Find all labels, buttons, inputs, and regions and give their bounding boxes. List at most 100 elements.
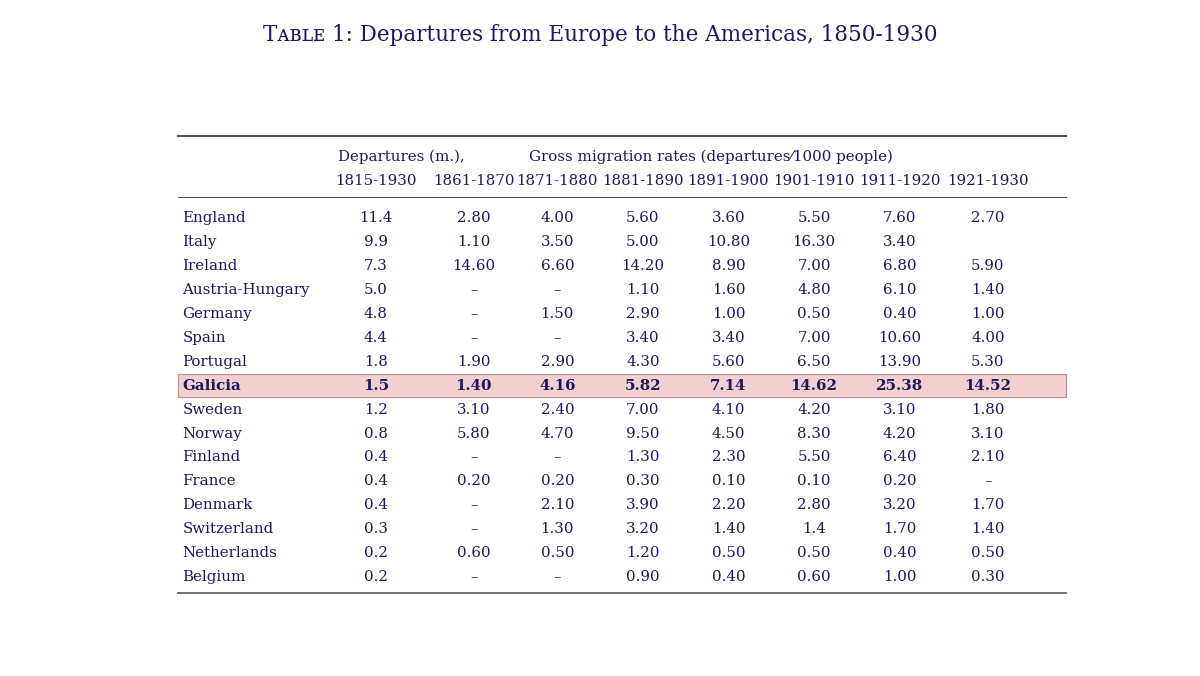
Text: 1.60: 1.60 — [712, 283, 745, 297]
Text: 3.20: 3.20 — [883, 498, 917, 512]
Text: 11.4: 11.4 — [359, 211, 392, 225]
Text: Tᴀʙʟᴇ 1: Departures from Europe to the Americas, 1850-1930: Tᴀʙʟᴇ 1: Departures from Europe to the A… — [263, 24, 937, 46]
Text: England: England — [182, 211, 246, 225]
Text: 1.4: 1.4 — [802, 523, 826, 536]
Text: 1.00: 1.00 — [883, 570, 917, 584]
Text: 0.50: 0.50 — [797, 307, 830, 321]
Text: Galicia: Galicia — [182, 379, 241, 393]
Text: 2.10: 2.10 — [971, 450, 1004, 464]
Text: 7.3: 7.3 — [364, 259, 388, 273]
Text: Italy: Italy — [182, 235, 217, 249]
Text: 2.10: 2.10 — [540, 498, 574, 512]
Text: 1.5: 1.5 — [362, 379, 389, 393]
Text: 0.40: 0.40 — [883, 307, 917, 321]
Text: 14.60: 14.60 — [452, 259, 496, 273]
Text: 3.10: 3.10 — [883, 403, 917, 416]
Text: 3.90: 3.90 — [626, 498, 660, 512]
Text: 5.00: 5.00 — [626, 235, 660, 249]
Text: 5.30: 5.30 — [971, 355, 1004, 368]
Text: 9.50: 9.50 — [626, 427, 660, 441]
Text: 7.00: 7.00 — [797, 331, 830, 345]
Text: 0.20: 0.20 — [540, 475, 574, 488]
Text: 4.00: 4.00 — [971, 331, 1004, 345]
Text: Denmark: Denmark — [182, 498, 253, 512]
Text: 3.60: 3.60 — [712, 211, 745, 225]
Text: 2.90: 2.90 — [540, 355, 574, 368]
Text: 14.62: 14.62 — [791, 379, 838, 393]
Text: 1.70: 1.70 — [971, 498, 1004, 512]
Text: 0.4: 0.4 — [364, 450, 388, 464]
Text: 7.14: 7.14 — [710, 379, 746, 393]
Text: 6.10: 6.10 — [883, 283, 917, 297]
Text: 4.16: 4.16 — [539, 379, 576, 393]
Text: 5.90: 5.90 — [971, 259, 1004, 273]
Text: 3.50: 3.50 — [540, 235, 574, 249]
Text: 0.50: 0.50 — [712, 546, 745, 560]
Text: 14.20: 14.20 — [622, 259, 665, 273]
Text: 0.50: 0.50 — [797, 546, 830, 560]
Text: 0.2: 0.2 — [364, 546, 388, 560]
Text: 1.90: 1.90 — [457, 355, 491, 368]
Text: 4.30: 4.30 — [626, 355, 660, 368]
Text: 7.60: 7.60 — [883, 211, 917, 225]
Text: 5.82: 5.82 — [624, 379, 661, 393]
Text: 13.90: 13.90 — [878, 355, 922, 368]
Text: Netherlands: Netherlands — [182, 546, 277, 560]
Text: 0.10: 0.10 — [797, 475, 830, 488]
Text: 6.50: 6.50 — [797, 355, 830, 368]
Text: 1.40: 1.40 — [971, 523, 1004, 536]
Text: 8.90: 8.90 — [712, 259, 745, 273]
Text: 5.50: 5.50 — [797, 450, 830, 464]
Text: 4.4: 4.4 — [364, 331, 388, 345]
Text: 3.10: 3.10 — [971, 427, 1004, 441]
FancyBboxPatch shape — [178, 374, 1066, 397]
Text: 1.40: 1.40 — [712, 523, 745, 536]
Text: 5.60: 5.60 — [712, 355, 745, 368]
Text: Norway: Norway — [182, 427, 242, 441]
Text: 2.80: 2.80 — [797, 498, 830, 512]
Text: 4.20: 4.20 — [883, 427, 917, 441]
Text: 10.60: 10.60 — [878, 331, 922, 345]
Text: 1871-1880: 1871-1880 — [516, 174, 598, 188]
Text: 1.10: 1.10 — [457, 235, 491, 249]
Text: 0.30: 0.30 — [971, 570, 1004, 584]
Text: 3.40: 3.40 — [883, 235, 917, 249]
Text: Switzerland: Switzerland — [182, 523, 274, 536]
Text: 3.10: 3.10 — [457, 403, 491, 416]
Text: 1.00: 1.00 — [971, 307, 1004, 321]
Text: 2.30: 2.30 — [712, 450, 745, 464]
Text: Spain: Spain — [182, 331, 226, 345]
Text: 2.40: 2.40 — [540, 403, 574, 416]
Text: 0.4: 0.4 — [364, 498, 388, 512]
Text: 1.2: 1.2 — [364, 403, 388, 416]
Text: 1.20: 1.20 — [626, 546, 660, 560]
Text: 1861-1870: 1861-1870 — [433, 174, 515, 188]
Text: 5.80: 5.80 — [457, 427, 491, 441]
Text: 0.3: 0.3 — [364, 523, 388, 536]
Text: 1.30: 1.30 — [626, 450, 660, 464]
Text: Austria-Hungary: Austria-Hungary — [182, 283, 310, 297]
Text: 8.30: 8.30 — [797, 427, 830, 441]
Text: 0.30: 0.30 — [626, 475, 660, 488]
Text: 0.20: 0.20 — [457, 475, 491, 488]
Text: –: – — [470, 450, 478, 464]
Text: Finland: Finland — [182, 450, 241, 464]
Text: 0.50: 0.50 — [540, 546, 574, 560]
Text: 7.00: 7.00 — [626, 403, 660, 416]
Text: –: – — [553, 331, 562, 345]
Text: 4.8: 4.8 — [364, 307, 388, 321]
Text: 0.40: 0.40 — [712, 570, 745, 584]
Text: 14.52: 14.52 — [965, 379, 1012, 393]
Text: 2.80: 2.80 — [457, 211, 491, 225]
Text: 4.20: 4.20 — [797, 403, 830, 416]
Text: 5.0: 5.0 — [364, 283, 388, 297]
Text: –: – — [470, 523, 478, 536]
Text: 1.8: 1.8 — [364, 355, 388, 368]
Text: 4.50: 4.50 — [712, 427, 745, 441]
Text: 6.40: 6.40 — [883, 450, 917, 464]
Text: 25.38: 25.38 — [876, 379, 923, 393]
Text: Gross migration rates (departures⁄1000 people): Gross migration rates (departures⁄1000 p… — [529, 149, 893, 164]
Text: 1.10: 1.10 — [626, 283, 660, 297]
Text: France: France — [182, 475, 236, 488]
Text: Departures (m.),: Departures (m.), — [338, 149, 464, 164]
